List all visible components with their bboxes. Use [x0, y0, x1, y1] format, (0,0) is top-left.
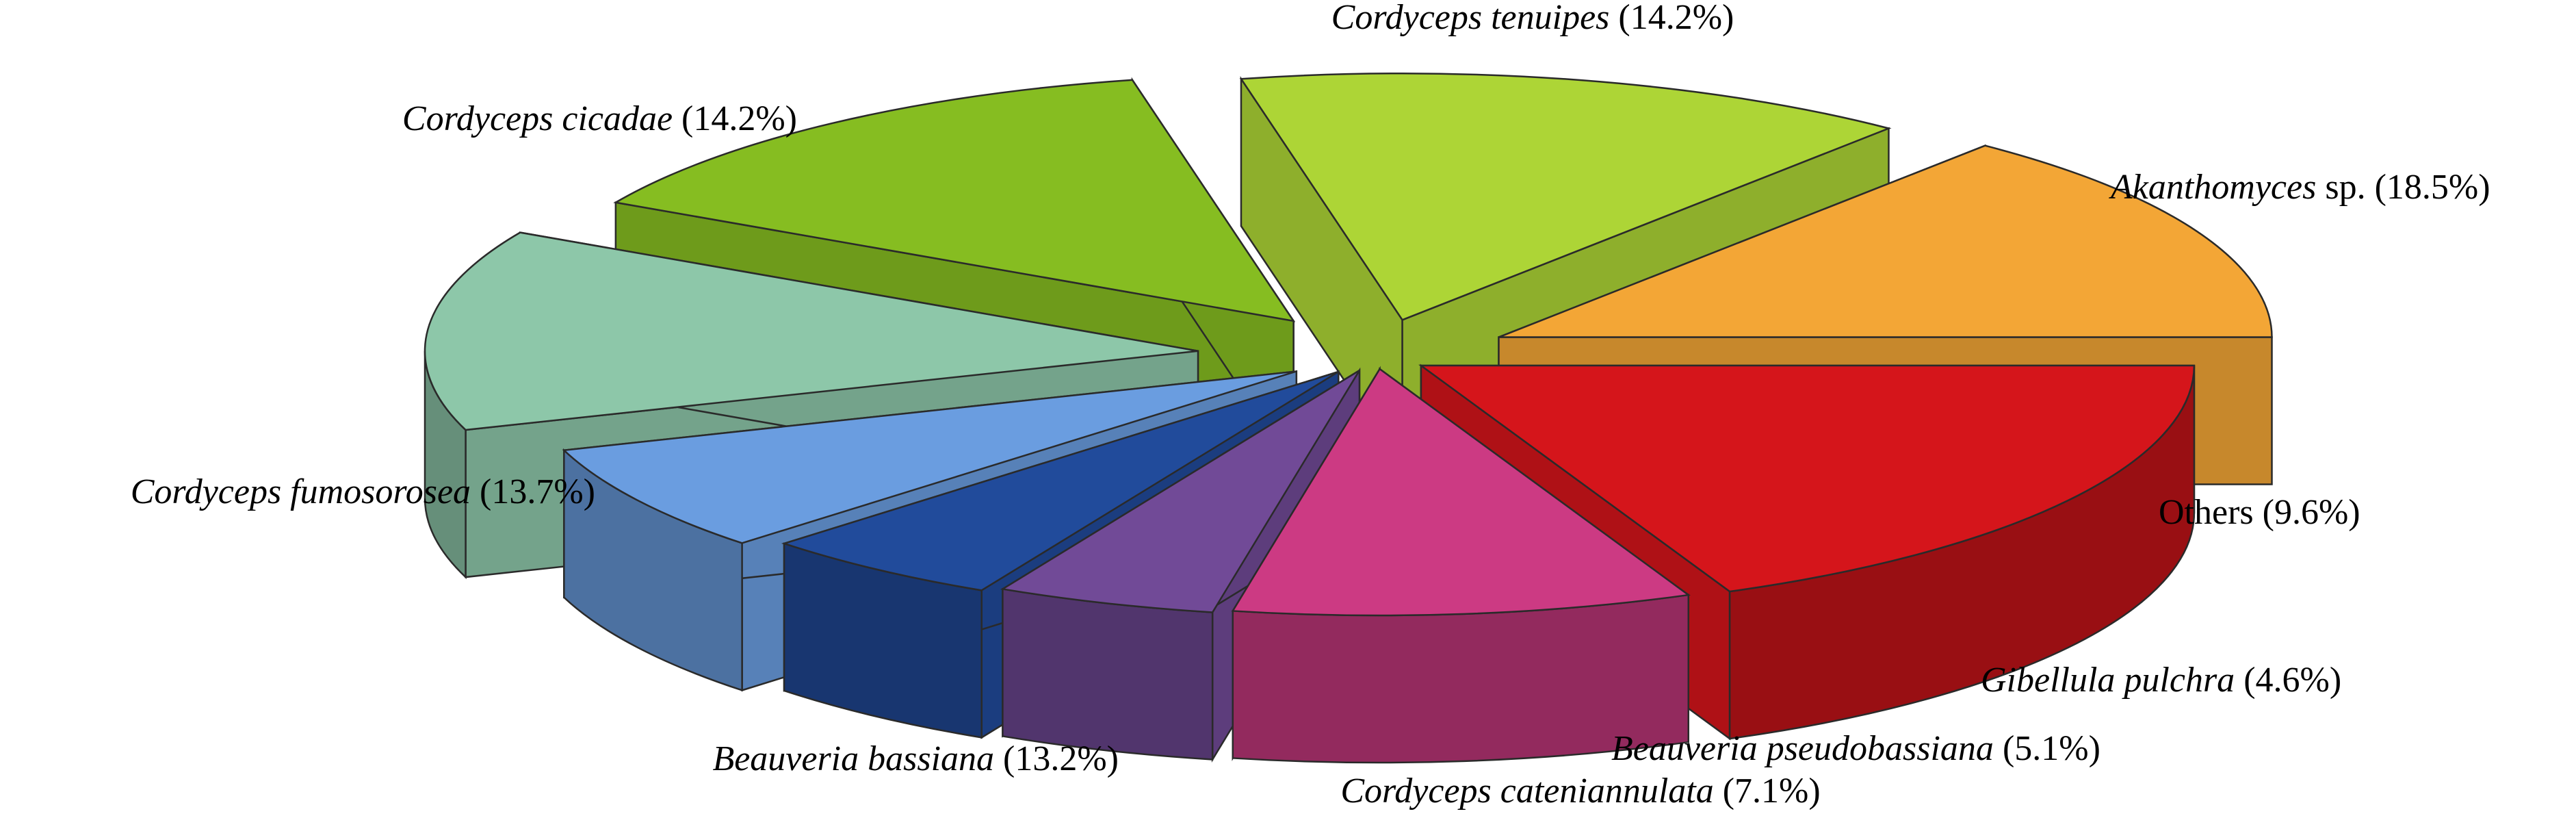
pie-slice-top-6	[613, 79, 1296, 322]
slice-label-name-7: Cordyceps cicadae	[402, 99, 673, 138]
slice-label-4: Cordyceps cateniannulata (7.1%)	[1340, 772, 1820, 811]
pie-slice-top-8	[1498, 144, 2273, 338]
slice-label-value-3: (5.1%)	[1994, 729, 2100, 768]
slice-label-value-1: Others (9.6%)	[2159, 493, 2360, 532]
pie-slice-top-4	[562, 370, 1297, 544]
slice-label-value-2: (4.6%)	[2235, 661, 2341, 700]
slice-label-5: Beauveria bassiana (13.2%)	[712, 739, 1119, 778]
slice-label-2: Gibellula pulchra (4.6%)	[1981, 661, 2341, 700]
slice-label-value-5: (13.2%)	[994, 739, 1119, 778]
pie-slice-top-2	[1000, 369, 1361, 613]
pie-slice-top-0	[1418, 364, 2196, 593]
slice-label-name-6: Cordyceps fumosorosea	[131, 472, 471, 511]
slice-label-name-0: Akanthomyces	[2109, 168, 2316, 207]
slice-label-name-4: Cordyceps cateniannulata	[1340, 772, 1713, 811]
pie-slice-top-3	[781, 370, 1339, 591]
pie-slice-1	[1231, 366, 1691, 764]
slice-label-1: Others (9.6%)	[2159, 493, 2360, 532]
slice-label-name-2: Gibellula pulchra	[1981, 661, 2235, 700]
slice-label-name-5: Beauveria bassiana	[712, 739, 994, 778]
slice-label-8: Cordyceps tenuipes (14.2%)	[1331, 0, 1734, 37]
slice-label-value-0: sp. (18.5%)	[2316, 168, 2490, 207]
slice-label-name-8: Cordyceps tenuipes	[1331, 0, 1610, 37]
slice-label-value-4: (7.1%)	[1714, 772, 1821, 811]
slice-label-3: Beauveria pseudobassiana (5.1%)	[1611, 729, 2100, 768]
slice-label-0: Akanthomyces sp. (18.5%)	[2109, 168, 2490, 207]
slice-label-value-7: (14.2%)	[673, 99, 797, 138]
slice-label-value-8: (14.2%)	[1609, 0, 1734, 37]
slice-label-6: Cordyceps fumosorosea (13.7%)	[131, 472, 595, 511]
pie-slice-top-7	[1239, 73, 1892, 321]
slice-label-name-3: Beauveria pseudobassiana	[1611, 729, 1994, 768]
pie-slice-top-1	[1231, 368, 1691, 617]
pie-slice-top-5	[424, 231, 1199, 431]
slice-label-7: Cordyceps cicadae (14.2%)	[402, 99, 797, 138]
pie-slice-side-2	[1002, 587, 1214, 761]
slice-label-value-6: (13.7%)	[471, 472, 595, 511]
